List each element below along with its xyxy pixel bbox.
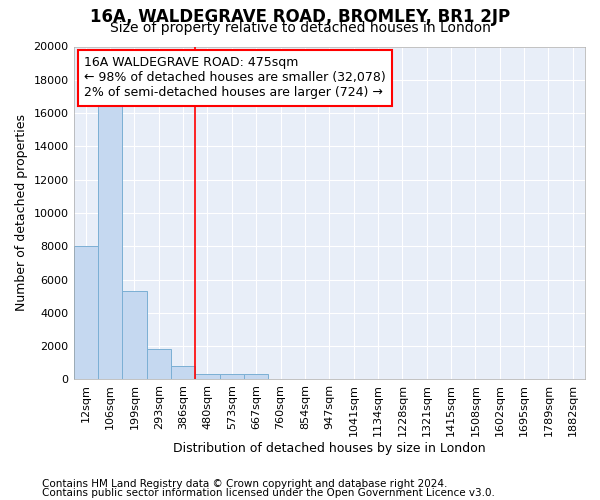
Bar	[98, 105, 122, 380]
X-axis label: Distribution of detached houses by size in London: Distribution of detached houses by size …	[173, 442, 485, 455]
Bar	[196, 374, 220, 380]
Bar	[122, 291, 146, 380]
Text: Contains HM Land Registry data © Crown copyright and database right 2024.: Contains HM Land Registry data © Crown c…	[42, 479, 448, 489]
Text: Size of property relative to detached houses in London: Size of property relative to detached ho…	[110, 21, 490, 35]
Bar	[244, 374, 268, 380]
Text: Contains public sector information licensed under the Open Government Licence v3: Contains public sector information licen…	[42, 488, 495, 498]
Text: 16A, WALDEGRAVE ROAD, BROMLEY, BR1 2JP: 16A, WALDEGRAVE ROAD, BROMLEY, BR1 2JP	[90, 8, 510, 26]
Bar	[171, 366, 196, 380]
Y-axis label: Number of detached properties: Number of detached properties	[15, 114, 28, 312]
Bar	[220, 374, 244, 380]
Bar	[146, 350, 171, 380]
Text: 16A WALDEGRAVE ROAD: 475sqm
← 98% of detached houses are smaller (32,078)
2% of : 16A WALDEGRAVE ROAD: 475sqm ← 98% of det…	[84, 56, 386, 100]
Bar	[74, 246, 98, 380]
